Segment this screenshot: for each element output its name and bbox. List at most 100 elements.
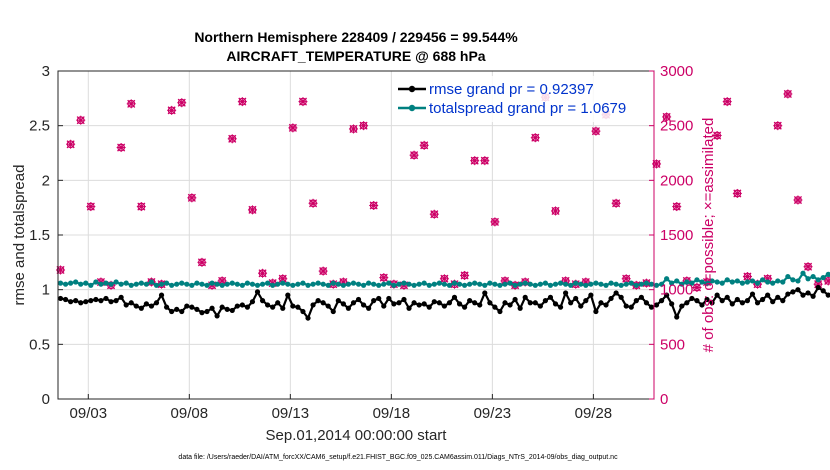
rmse-point — [345, 305, 352, 311]
spread-point — [335, 281, 341, 287]
spread-point — [573, 280, 579, 286]
rmse-point — [694, 298, 700, 304]
spread-point — [492, 281, 498, 287]
spread-point — [259, 281, 266, 287]
obs-marker — [490, 217, 500, 227]
y-tick-label-right: 500 — [660, 336, 685, 353]
spread-point — [123, 280, 129, 286]
obs-marker — [652, 159, 662, 169]
spread-point — [643, 280, 650, 286]
rmse-point — [512, 296, 518, 303]
rmse-point — [73, 298, 79, 304]
spread-point — [724, 277, 730, 283]
spread-point — [532, 282, 538, 288]
obs-marker — [460, 270, 470, 280]
obs-marker — [197, 257, 207, 267]
rmse-point — [664, 292, 670, 298]
rmse-point — [825, 292, 830, 298]
rmse-point — [371, 298, 377, 304]
rmse-point — [153, 300, 160, 306]
rmse-point — [249, 299, 256, 305]
rmse-point — [699, 302, 705, 308]
spread-point — [83, 280, 89, 286]
spread-point — [179, 280, 185, 286]
obs-marker — [66, 139, 76, 149]
rmse-point — [300, 308, 306, 315]
spread-point — [598, 281, 604, 287]
spread-point — [68, 280, 74, 286]
spread-point — [557, 280, 564, 286]
spread-point — [648, 281, 655, 287]
rmse-point — [704, 296, 710, 303]
rmse-point — [244, 304, 251, 310]
rmse-point — [456, 301, 463, 307]
spread-point — [366, 280, 372, 286]
rmse-point — [790, 289, 796, 295]
spread-point — [290, 282, 296, 288]
spread-point — [669, 280, 675, 286]
spread-point — [355, 281, 362, 287]
rmse-point — [295, 304, 301, 310]
rmse-point — [275, 300, 281, 306]
rmse-point — [285, 292, 291, 298]
obs-marker — [773, 121, 783, 131]
spread-point — [426, 282, 432, 288]
spread-point — [446, 282, 453, 288]
y-tick-label-left: 0 — [42, 391, 50, 408]
spread-point — [78, 281, 84, 287]
rmse-point — [552, 301, 559, 307]
obs-marker — [722, 97, 732, 107]
obs-marker — [126, 99, 136, 109]
rmse-point — [78, 300, 84, 306]
rmse-point — [734, 296, 740, 303]
rmse-point — [194, 306, 200, 312]
obs-marker — [359, 121, 369, 131]
spread-point — [497, 282, 503, 288]
spread-point — [224, 281, 230, 287]
obs-marker — [136, 202, 146, 212]
spread-point — [270, 282, 276, 288]
rmse-point — [320, 300, 326, 306]
rmse-point — [340, 301, 346, 307]
spread-point — [244, 280, 251, 286]
spread-point — [633, 282, 639, 288]
rmse-point — [265, 302, 271, 308]
spread-point — [199, 281, 205, 287]
spread-point — [396, 281, 402, 287]
legend-background — [394, 76, 648, 122]
rmse-point — [719, 298, 725, 304]
rmse-point — [638, 294, 644, 300]
x-tick-label: 09/03 — [70, 405, 108, 422]
spread-point — [658, 281, 665, 287]
spread-point — [108, 281, 114, 287]
rmse-point — [547, 294, 554, 300]
spread-point — [113, 279, 119, 285]
obs-marker — [86, 202, 96, 212]
spread-point — [638, 281, 644, 287]
spread-point — [674, 278, 680, 284]
rmse-point — [689, 295, 695, 302]
y-tick-label-right: 2000 — [660, 172, 693, 189]
spread-point — [431, 281, 437, 287]
rmse-point — [441, 303, 447, 309]
rmse-point — [169, 308, 175, 315]
spread-point — [739, 280, 745, 286]
y-tick-label-right: 2500 — [660, 118, 693, 135]
rmse-point — [537, 303, 543, 309]
spread-point — [411, 282, 417, 288]
rmse-point — [234, 303, 240, 309]
spread-point — [461, 282, 468, 288]
rmse-point — [542, 298, 549, 304]
rmse-point — [507, 302, 513, 308]
obs-marker — [803, 262, 813, 272]
spread-point — [406, 281, 412, 287]
spread-point — [618, 282, 624, 288]
x-tick-label: 09/18 — [373, 405, 411, 422]
rmse-point — [754, 300, 761, 306]
rmse-point — [189, 304, 195, 310]
spread-point — [820, 275, 826, 281]
obs-marker — [672, 202, 682, 212]
spread-point — [451, 280, 458, 286]
rmse-point — [739, 300, 745, 306]
rmse-point — [598, 300, 604, 306]
